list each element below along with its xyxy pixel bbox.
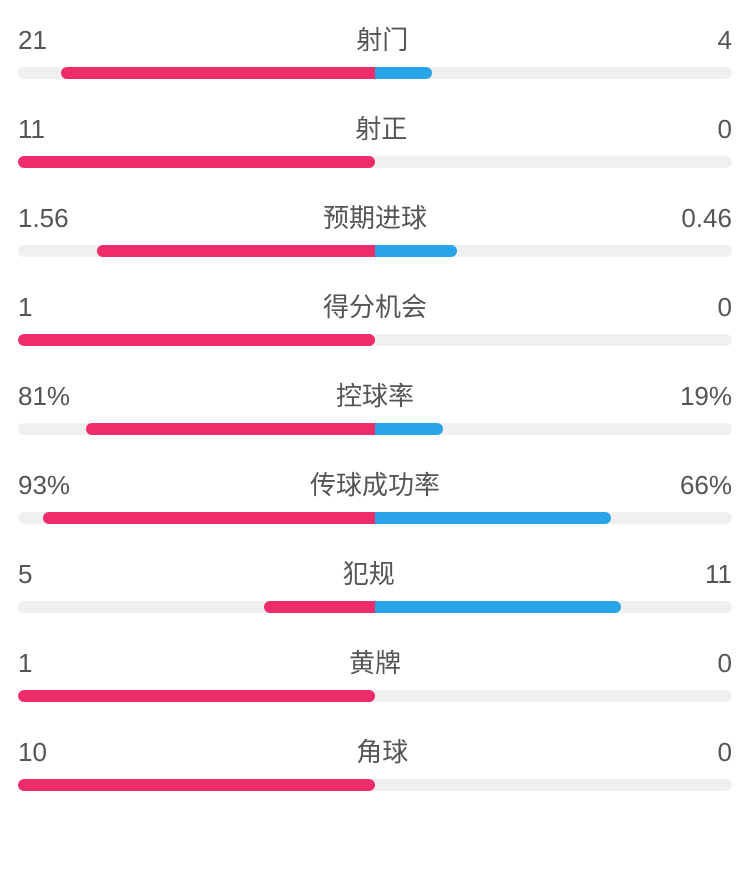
stat-away-value: 0 (718, 292, 732, 323)
stat-away-value: 11 (705, 559, 732, 590)
stat-labels: 11 射正 0 (18, 109, 732, 146)
stat-away-value: 66% (680, 470, 732, 501)
stat-label: 犯规 (343, 554, 395, 591)
stat-labels: 93% 传球成功率 66% (18, 465, 732, 502)
stat-bar-away (375, 67, 432, 79)
stat-label: 传球成功率 (310, 465, 440, 502)
stat-row: 93% 传球成功率 66% (18, 465, 732, 524)
stat-bar-home (18, 156, 375, 168)
stat-bar-track (18, 67, 732, 79)
stat-row: 10 角球 0 (18, 732, 732, 791)
stat-bar-home (86, 423, 375, 435)
stat-home-value: 1 (18, 292, 32, 323)
stat-home-value: 21 (18, 25, 47, 56)
stat-labels: 10 角球 0 (18, 732, 732, 769)
stat-row: 5 犯规 11 (18, 554, 732, 613)
stat-away-value: 0 (718, 648, 732, 679)
stat-labels: 81% 控球率 19% (18, 376, 732, 413)
stat-bar-home (18, 690, 375, 702)
stat-row: 1 黄牌 0 (18, 643, 732, 702)
stat-label: 预期进球 (323, 198, 427, 235)
stat-label: 射门 (356, 20, 408, 57)
stat-bar-home (18, 779, 375, 791)
stat-bar-track (18, 156, 732, 168)
stat-row: 81% 控球率 19% (18, 376, 732, 435)
stat-bar-home (264, 601, 375, 613)
stat-away-value: 0.46 (681, 203, 732, 234)
stat-bar-home (61, 67, 375, 79)
stat-row: 21 射门 4 (18, 20, 732, 79)
stat-labels: 5 犯规 11 (18, 554, 732, 591)
stat-home-value: 93% (18, 470, 70, 501)
stat-bar-track (18, 690, 732, 702)
stat-bar-track (18, 512, 732, 524)
stat-home-value: 5 (18, 559, 32, 590)
stat-bar-track (18, 779, 732, 791)
stat-home-value: 81% (18, 381, 70, 412)
stat-bar-track (18, 245, 732, 257)
stat-labels: 1 黄牌 0 (18, 643, 732, 680)
stat-label: 控球率 (336, 376, 414, 413)
stat-bar-away (375, 245, 457, 257)
stat-row: 11 射正 0 (18, 109, 732, 168)
stat-labels: 1 得分机会 0 (18, 287, 732, 324)
stat-labels: 1.56 预期进球 0.46 (18, 198, 732, 235)
stat-away-value: 4 (718, 25, 732, 56)
stat-bar-home (18, 334, 375, 346)
stat-labels: 21 射门 4 (18, 20, 732, 57)
stat-home-value: 10 (18, 737, 47, 768)
stat-bar-track (18, 423, 732, 435)
stat-away-value: 0 (718, 114, 732, 145)
stat-label: 角球 (356, 732, 408, 769)
stat-bar-track (18, 334, 732, 346)
stat-bar-home (43, 512, 375, 524)
stat-label: 黄牌 (349, 643, 401, 680)
stat-row: 1.56 预期进球 0.46 (18, 198, 732, 257)
stat-bar-home (97, 245, 375, 257)
stat-bar-track (18, 601, 732, 613)
stat-label: 得分机会 (323, 287, 427, 324)
stat-home-value: 1.56 (18, 203, 69, 234)
stat-row: 1 得分机会 0 (18, 287, 732, 346)
match-stats-list: 21 射门 4 11 射正 0 1.56 预期进球 0.46 1 得分机会 0 81% 控球率 19% 93%… (18, 20, 732, 791)
stat-label: 射正 (355, 109, 407, 146)
stat-home-value: 1 (18, 648, 32, 679)
stat-bar-away (375, 512, 611, 524)
stat-away-value: 19% (680, 381, 732, 412)
stat-away-value: 0 (718, 737, 732, 768)
stat-home-value: 11 (18, 114, 45, 145)
stat-bar-away (375, 423, 443, 435)
stat-bar-away (375, 601, 621, 613)
